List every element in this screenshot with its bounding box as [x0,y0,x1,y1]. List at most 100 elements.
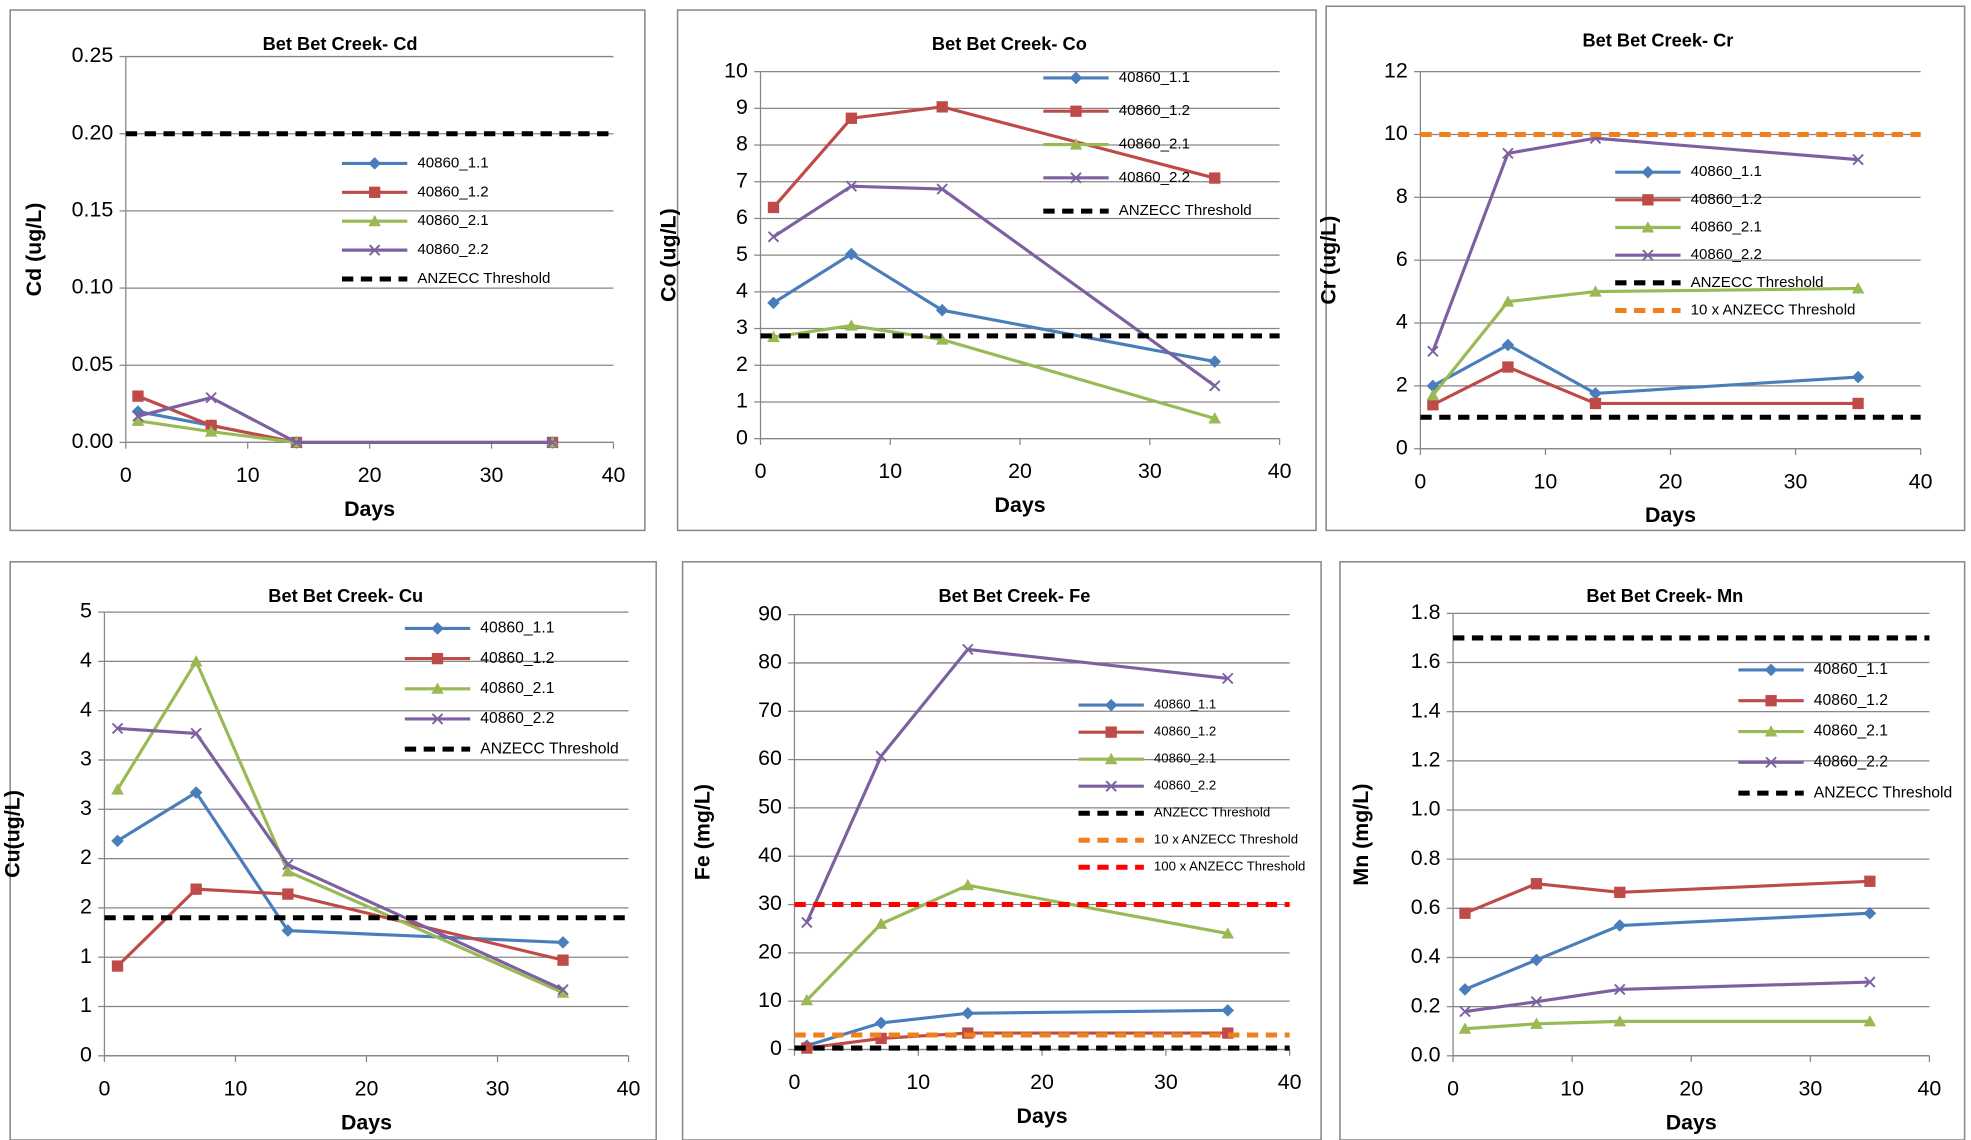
marker-square [190,883,202,895]
marker-diamond [1501,338,1515,352]
series-line [1432,365,1859,407]
legend-label: 40860_1.1 [1119,69,1190,86]
chart-title: Bet Bet Creek- Cu [268,586,423,606]
y-axis-label: Cr (ug/L) [1317,216,1341,305]
y-tick-label: 0.2 [1411,993,1441,1017]
y-tick-label: 0 [770,1036,782,1060]
x-tick-label: 40 [1278,1070,1302,1094]
marker-triangle [281,865,295,877]
x-tick-label: 20 [1008,459,1032,483]
legend-label: 40860_1.2 [1154,724,1216,739]
legend-label: 40860_1.2 [1814,692,1888,709]
y-tick-label: 0.00 [72,429,114,453]
marker-square [1765,695,1777,707]
x-tick-label: 10 [224,1076,248,1100]
marker-x [1502,147,1514,160]
marker-x [557,984,569,996]
marker-triangle [845,319,858,331]
marker-triangle [1458,1022,1472,1034]
x-tick-label: 10 [906,1070,930,1094]
legend-label: 40860_1.2 [480,650,554,667]
y-tick-label: 30 [758,891,782,915]
legend-label: 40860_2.1 [480,680,554,697]
marker-triangle [1613,1015,1627,1027]
y-tick-label: 10 [724,58,748,82]
marker-square [1852,397,1864,410]
legend-label: 40860_2.1 [417,212,488,229]
marker-x [767,231,780,243]
x-tick-label: 0 [789,1070,801,1094]
y-tick-label: 2 [80,895,92,919]
legend-label: 100 x ANZECC Threshold [1154,859,1305,874]
marker-triangle [1104,752,1118,765]
marker-x [132,410,144,422]
y-tick-label: 3 [80,796,92,820]
marker-x [1614,983,1626,996]
y-tick-label: 0.20 [72,120,114,144]
legend-label: 40860_2.1 [1154,751,1216,766]
marker-triangle [1764,725,1778,737]
marker-triangle [800,993,814,1006]
marker-x [1427,345,1439,357]
y-tick-label: 0.15 [72,198,114,222]
legend-label: 40860_2.2 [480,710,554,727]
x-tick-label: 40 [602,463,626,487]
series-line [117,726,564,992]
marker-square [1642,194,1654,206]
y-tick-label: 10 [1384,121,1408,145]
marker-diamond [1641,165,1655,179]
marker-diamond [1458,983,1472,996]
y-tick-label: 0.25 [72,43,114,67]
marker-x [368,244,381,256]
x-tick-label: 30 [1798,1076,1822,1100]
x-tick-label: 10 [1534,469,1558,493]
y-tick-label: 1 [80,993,92,1017]
y-tick-label: 90 [758,601,782,625]
y-tick-label: 8 [1396,184,1408,208]
x-tick-label: 30 [1154,1070,1178,1094]
y-tick-label: 9 [736,95,748,119]
marker-x [282,858,294,871]
marker-triangle [935,333,949,345]
series-line [1464,980,1870,1014]
x-tick-label: 10 [1560,1076,1584,1100]
x-tick-label: 30 [486,1076,510,1100]
y-tick-label: 0.4 [1411,944,1441,968]
marker-square [282,888,294,900]
series-line [1432,343,1859,396]
marker-diamond [961,1006,975,1020]
chart-panel: 0 10 20 30 40 50 60 70 80 90 0 10 20 30 40 Bet Bet Cree… [681,561,1322,1140]
marker-diamond [368,157,381,170]
marker-diamond [281,924,295,937]
x-tick-label: 10 [236,463,260,487]
legend-label: 40860_1.2 [417,183,488,200]
marker-triangle [189,655,203,667]
marker-square [1070,105,1082,117]
marker-triangle [1426,389,1440,401]
x-tick-label: 30 [1138,459,1162,483]
marker-square [132,390,144,402]
marker-square [1105,726,1117,738]
chart-title: Bet Bet Creek- Fe [938,586,1090,606]
y-tick-label: 0.8 [1411,846,1441,870]
marker-square [875,1032,887,1045]
marker-square [801,1042,813,1054]
y-tick-label: 60 [758,746,782,770]
marker-triangle [1863,1015,1877,1027]
y-tick-label: 70 [758,698,782,722]
marker-x [936,183,948,195]
marker-triangle [1221,927,1235,939]
y-tick-label: 5 [736,242,748,266]
y-tick-label: 0.0 [1411,1042,1441,1066]
marker-x [962,643,974,656]
x-axis-label: Days [341,1110,392,1134]
marker-triangle [111,783,124,795]
y-axis-label: Fe (mg/L) [691,784,715,880]
marker-square [557,954,569,966]
marker-square [1459,907,1471,919]
x-axis-label: Days [344,497,395,521]
marker-x [875,750,887,762]
chart-title: Bet Bet Creek- Cd [263,34,418,54]
marker-square [1614,886,1626,898]
y-axis-label: Mn (mg/L) [1349,784,1373,886]
